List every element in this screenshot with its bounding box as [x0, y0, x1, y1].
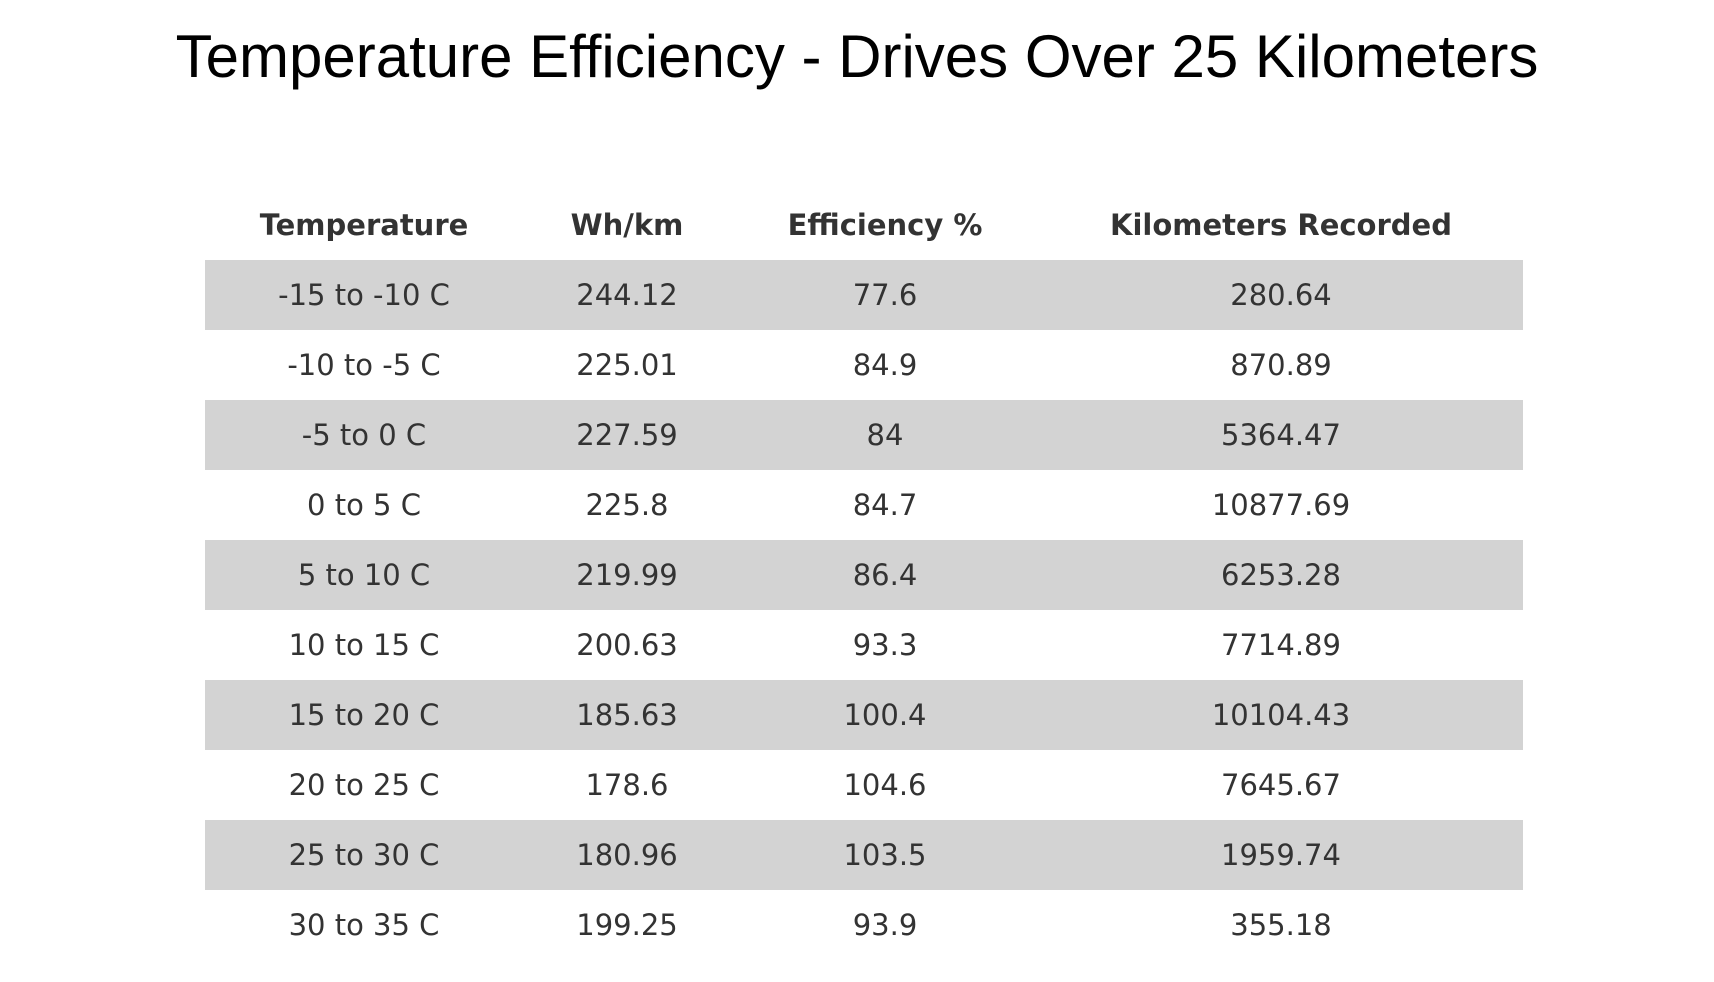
table-row: 10 to 15 C 200.63 93.3 7714.89	[205, 610, 1523, 680]
table-cell: 200.63	[576, 628, 678, 662]
table-cell: 93.9	[852, 908, 918, 942]
table-row: 25 to 30 C 180.96 103.5 1959.74	[205, 820, 1523, 890]
table-cell: 180.96	[576, 838, 678, 872]
table-cell: 25 to 30 C	[288, 838, 440, 872]
table-cell: -15 to -10 C	[278, 278, 450, 312]
table-cell: 7645.67	[1221, 768, 1341, 802]
table-cell: 0 to 5 C	[307, 488, 421, 522]
table-cell: 15 to 20 C	[288, 698, 440, 732]
table-row: -5 to 0 C 227.59 84 5364.47	[205, 400, 1523, 470]
table-cell: 104.6	[843, 768, 927, 802]
table-cell: -5 to 0 C	[301, 418, 427, 452]
table-cell: 225.01	[576, 348, 678, 382]
table-cell: 84.9	[852, 348, 918, 382]
table-row: 0 to 5 C 225.8 84.7 10877.69	[205, 470, 1523, 540]
table-cell: 20 to 25 C	[288, 768, 440, 802]
table-row: 30 to 35 C 199.25 93.9 355.18	[205, 890, 1523, 960]
table-cell: 1959.74	[1221, 838, 1341, 872]
table-body: -15 to -10 C 244.12 77.6 280.64 -10 to -5 C 2…	[205, 260, 1523, 960]
title: Temperature Efficiency - Drives Over 25 …	[175, 23, 1539, 90]
table-cell: 225.8	[585, 488, 669, 522]
table-cell: 6253.28	[1221, 558, 1341, 592]
column-header: Kilometers Recorded	[1110, 208, 1452, 242]
table-cell: 5 to 10 C	[297, 558, 431, 592]
table-cell: 870.89	[1230, 348, 1332, 382]
table-cell: 84.7	[852, 488, 918, 522]
table-cell: 7714.89	[1221, 628, 1341, 662]
table-cell: 244.12	[576, 278, 678, 312]
table-cell: 355.18	[1230, 908, 1332, 942]
table-cell: -10 to -5 C	[287, 348, 441, 382]
table-cell: 86.4	[852, 558, 918, 592]
table-row: 5 to 10 C 219.99 86.4 6253.28	[205, 540, 1523, 610]
table-row: -10 to -5 C 225.01 84.9 870.89	[205, 330, 1523, 400]
column-header: Efficiency %	[787, 208, 983, 242]
table-cell: 280.64	[1230, 278, 1332, 312]
table-cell: 199.25	[576, 908, 678, 942]
table-cell: 5364.47	[1221, 418, 1341, 452]
column-header: Wh/km	[570, 208, 684, 242]
table-cell: 30 to 35 C	[288, 908, 440, 942]
table-cell: 10104.43	[1211, 698, 1351, 732]
table-row: -15 to -10 C 244.12 77.6 280.64	[205, 260, 1523, 330]
table-cell: 178.6	[585, 768, 669, 802]
table-cell: 103.5	[843, 838, 927, 872]
table-cell: 77.6	[852, 278, 918, 312]
table-cell: 10877.69	[1211, 488, 1351, 522]
column-header: Temperature	[259, 208, 469, 242]
table-row: 15 to 20 C 185.63 100.4 10104.43	[205, 680, 1523, 750]
table-cell: 185.63	[576, 698, 678, 732]
data-table: Temperature Wh/km Efficiency % Kilometers R…	[205, 190, 1523, 960]
table-cell: 219.99	[576, 558, 678, 592]
table-cell: 93.3	[852, 628, 918, 662]
table-cell: 10 to 15 C	[288, 628, 440, 662]
table-cell: 100.4	[843, 698, 927, 732]
table-cell: 84	[866, 418, 904, 452]
table-row: 20 to 25 C 178.6 104.6 7645.67	[205, 750, 1523, 820]
table-cell: 227.59	[576, 418, 678, 452]
header-row: Temperature Wh/km Efficiency % Kilometers R…	[205, 190, 1523, 260]
